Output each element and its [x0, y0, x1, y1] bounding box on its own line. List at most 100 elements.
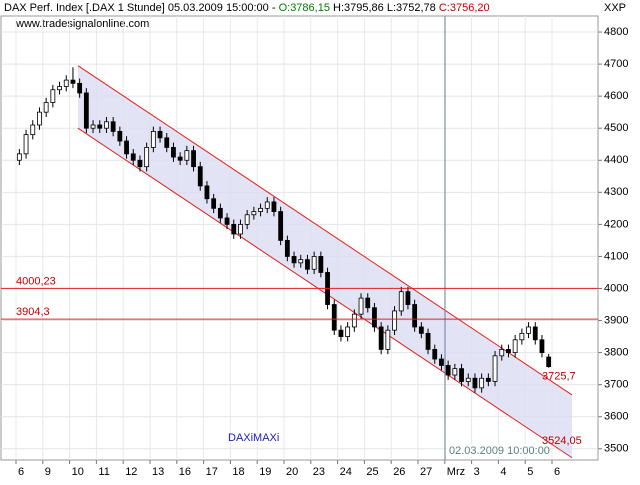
y-tick-label: 4400 — [604, 154, 628, 166]
watermark: DAXiMAXi — [228, 432, 279, 444]
candle-body — [23, 134, 29, 155]
candle-body — [57, 86, 62, 91]
y-tick-label: 3800 — [604, 347, 628, 359]
candle-body — [30, 124, 36, 136]
x-tick-label: 5 — [527, 466, 533, 478]
x-tick-label: 25 — [366, 466, 378, 478]
candle-body — [83, 92, 89, 129]
candle-body — [398, 291, 404, 312]
candle-body — [171, 147, 176, 158]
x-tick-label: 16 — [179, 466, 191, 478]
candle-body — [526, 326, 531, 334]
x-tick-label: 17 — [206, 466, 218, 478]
candle-body — [231, 223, 237, 235]
header: DAX Perf. Index [.DAX 1 Stunde] 05.03.20… — [4, 2, 490, 14]
candle-body — [144, 147, 150, 168]
candle-body — [124, 140, 129, 155]
candle-body — [104, 121, 109, 129]
candle-body — [217, 207, 223, 219]
candle-body — [311, 256, 317, 270]
header-high-low: H:3795,86 L:3752,78 — [333, 2, 436, 14]
candle-body — [177, 156, 183, 161]
y-tick-label: 3600 — [604, 411, 628, 423]
header-close: C:3756,20 — [439, 2, 490, 14]
candle-body — [506, 349, 511, 354]
x-tick-label: Mrz — [447, 466, 465, 478]
x-tick-label: 24 — [340, 466, 352, 478]
candle-body — [50, 89, 56, 103]
date-marker-label: 02.03.2009 10:00:00 — [449, 445, 550, 457]
candle-body — [345, 326, 351, 337]
candle-body — [338, 329, 344, 337]
candle-body — [137, 159, 143, 168]
candle-body — [191, 150, 196, 168]
channel-upper — [77, 65, 573, 396]
y-tick-label: 4600 — [604, 90, 628, 102]
channel-lower — [77, 127, 573, 459]
candle-body — [130, 153, 136, 161]
candle-body — [238, 223, 243, 235]
candle-body — [459, 368, 464, 382]
y-tick-label: 3900 — [604, 314, 628, 326]
candle-body — [117, 131, 123, 142]
candle-body — [97, 124, 103, 129]
candle-body — [539, 339, 545, 354]
candle-body — [439, 358, 444, 366]
candle-body — [479, 377, 485, 389]
header-open: O:3786,15 — [279, 2, 330, 14]
candle-body — [157, 131, 163, 139]
x-tick-label: 20 — [286, 466, 298, 478]
candle-body — [258, 207, 263, 212]
y-tick-label: 3700 — [604, 379, 628, 391]
candle-body — [418, 326, 424, 334]
candle-body — [318, 256, 324, 273]
candle-body — [546, 356, 552, 368]
candle-body — [519, 332, 525, 341]
x-tick-label: 10 — [72, 466, 84, 478]
candle-body — [164, 137, 170, 148]
y-tick-label: 4800 — [604, 26, 628, 38]
candle-body — [16, 153, 22, 161]
candle-body — [445, 365, 451, 376]
level-label: 4000,23 — [16, 275, 56, 287]
candle-body — [90, 124, 96, 129]
candle-body — [365, 297, 371, 309]
annotation: 3524,05 — [542, 435, 582, 447]
candle-body — [204, 185, 210, 200]
candle-body — [211, 198, 217, 209]
candle-body — [425, 332, 431, 350]
candle-body — [472, 377, 478, 389]
candle-body — [532, 326, 538, 341]
y-tick-label: 4700 — [604, 58, 628, 70]
x-tick-label: 9 — [45, 466, 51, 478]
x-tick-label: 11 — [98, 466, 109, 478]
candle-body — [351, 313, 357, 328]
candle-body — [405, 291, 411, 305]
candle-body — [499, 349, 505, 357]
candle-body — [271, 201, 277, 212]
level-label: 3904,3 — [16, 306, 50, 318]
x-tick-label: 12 — [125, 466, 137, 478]
candle-body — [264, 201, 270, 209]
x-tick-label: 26 — [393, 466, 405, 478]
candle-body — [278, 211, 284, 241]
candle-body — [244, 214, 250, 225]
candle-body — [305, 259, 310, 270]
candle-body — [43, 102, 49, 113]
candle-body — [298, 259, 304, 264]
y-tick-label: 4000 — [604, 282, 628, 294]
candle-body — [63, 79, 69, 87]
x-tick-label: 19 — [259, 466, 271, 478]
y-tick-label: 4300 — [604, 186, 628, 198]
candle-body — [251, 211, 257, 216]
x-tick-label: 6 — [18, 466, 24, 478]
y-tick-label: 4100 — [604, 250, 628, 262]
annotation: 3725,7 — [542, 370, 576, 382]
candle-body — [392, 310, 397, 331]
candle-body — [70, 79, 76, 84]
x-tick-label: 23 — [313, 466, 325, 478]
x-tick-label: 13 — [152, 466, 164, 478]
candle-body — [512, 339, 518, 354]
source: www.tradesignalonline.com — [15, 18, 149, 30]
y-tick-label: 4200 — [604, 218, 628, 230]
